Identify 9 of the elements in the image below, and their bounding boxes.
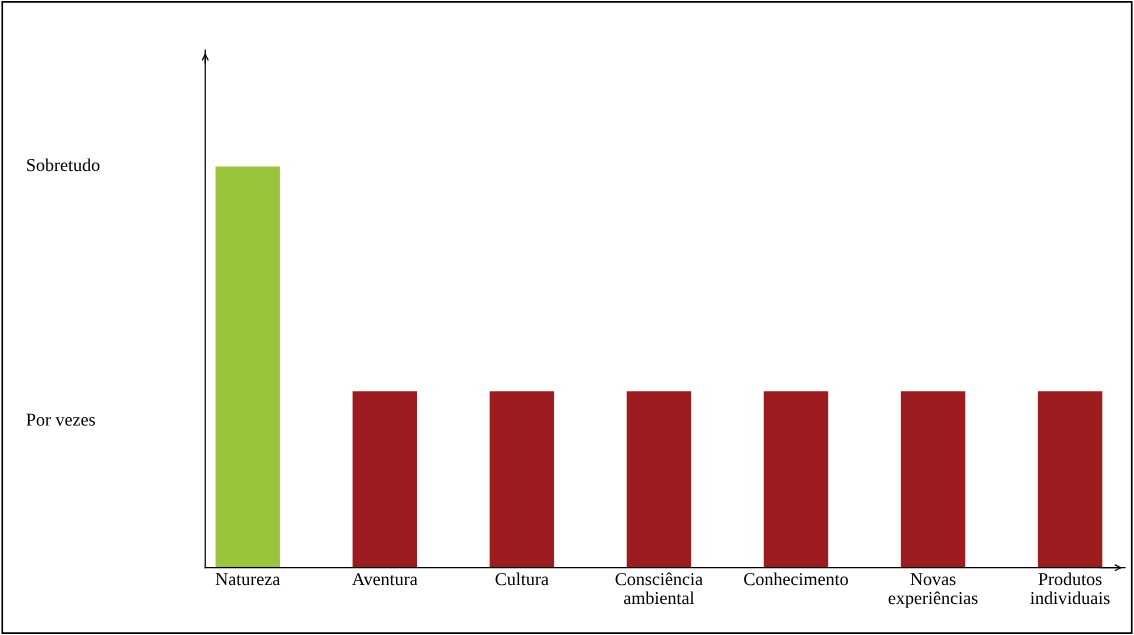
text: Por vezes — [26, 413, 95, 426]
x-tick-label: Novas experiências — [888, 573, 978, 608]
x-tick-label: Natureza — [215, 573, 281, 586]
x-tick-label: Conhecimento — [744, 572, 848, 586]
x-tick-label: Consciência ambiental — [615, 572, 703, 605]
x-tick-label: Cultura — [495, 572, 549, 586]
text: Sobretudo — [27, 158, 100, 172]
x-tick-label: Produtos individuais — [1030, 572, 1110, 605]
x-tick-label: Aventura — [352, 573, 418, 586]
